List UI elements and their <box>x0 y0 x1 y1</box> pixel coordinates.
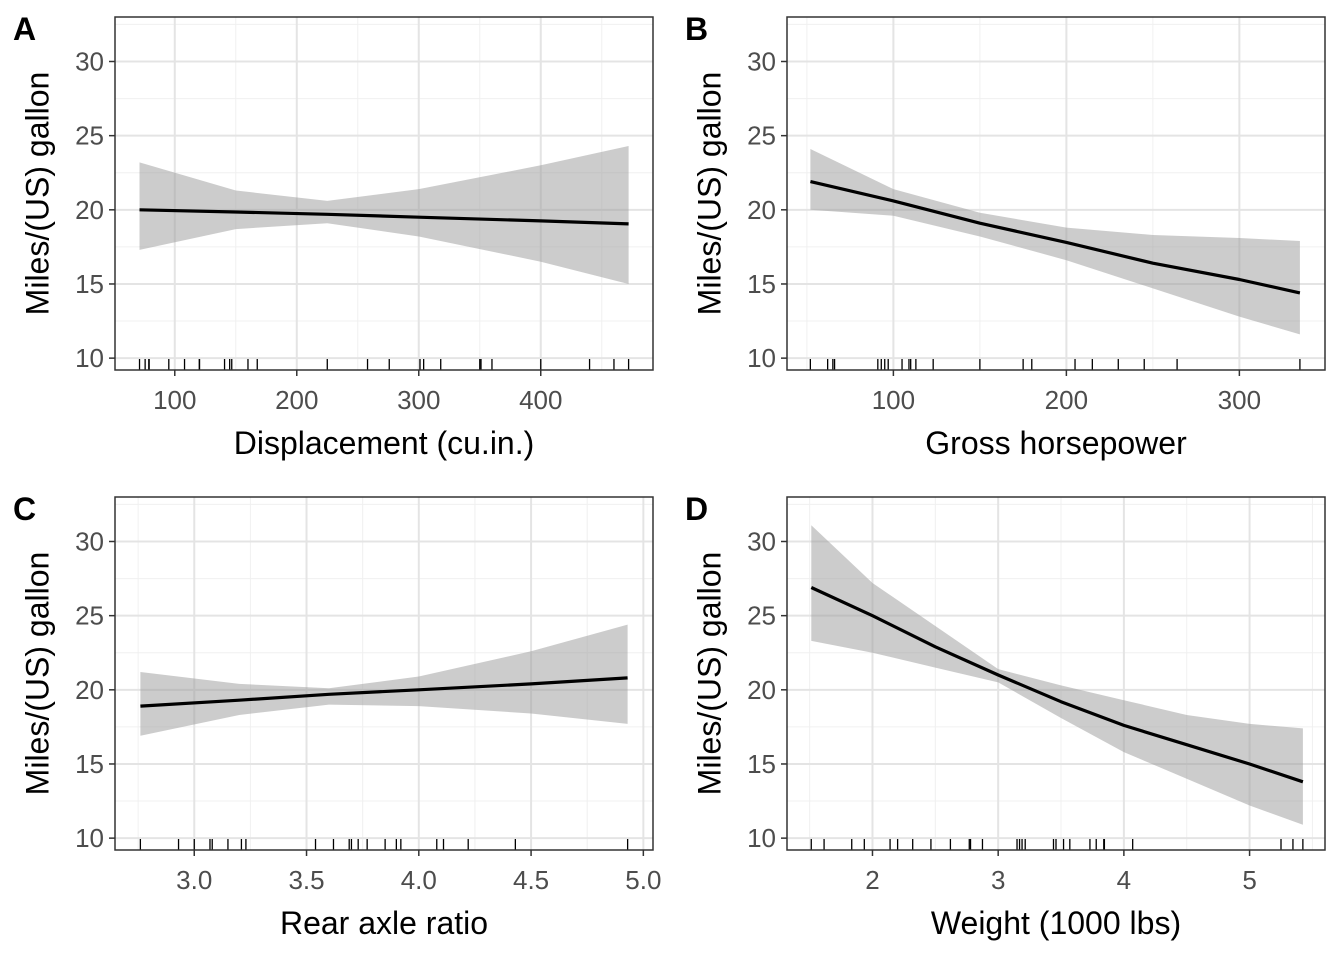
x-tick-label: 5.0 <box>625 865 661 895</box>
panel-c: 3.0 3.5 4.0 4.5 5.0 10 15 20 25 30 Rear axle ratio… <box>13 491 661 941</box>
confidence-band <box>811 525 1303 825</box>
y-tick-label: 25 <box>747 121 776 151</box>
y-tick-label: 10 <box>747 343 776 373</box>
panel-label: D <box>685 491 708 527</box>
x-tick-label: 200 <box>1045 385 1088 415</box>
y-tick-label: 20 <box>747 195 776 225</box>
x-axis-title: Weight (1000 lbs) <box>931 905 1181 941</box>
x-tick-label: 300 <box>397 385 440 415</box>
y-tick-label: 15 <box>75 269 104 299</box>
panel-label: A <box>13 11 36 47</box>
panel-border <box>114 16 654 371</box>
y-tick-label: 10 <box>75 343 104 373</box>
y-tick-label: 20 <box>75 675 104 705</box>
y-tick-label: 30 <box>75 526 104 556</box>
fit-line <box>810 586 1304 784</box>
y-axis-title: Miles/(US) gallon <box>19 552 55 796</box>
y-tick-label: 10 <box>747 823 776 853</box>
y-tick-label: 20 <box>75 195 104 225</box>
panel-b: 100 200 300 10 15 20 25 30 Gross horsepower Miles… <box>685 11 1326 461</box>
confidence-band <box>810 149 1300 335</box>
panel-border <box>114 496 654 851</box>
y-tick-label: 30 <box>747 526 776 556</box>
x-tick-label: 3.5 <box>288 865 324 895</box>
panel-border <box>786 16 1326 371</box>
panel-a: 100 200 300 400 10 15 20 25 30 Displacement (cu.i… <box>13 11 654 461</box>
x-axis-title: Gross horsepower <box>925 425 1187 461</box>
y-tick-label: 20 <box>747 675 776 705</box>
confidence-band <box>140 624 628 736</box>
fit-line <box>810 180 1301 295</box>
y-tick-label: 30 <box>75 46 104 76</box>
y-tick-label: 25 <box>75 601 104 631</box>
x-tick-label: 200 <box>275 385 318 415</box>
y-axis-title: Miles/(US) gallon <box>691 552 727 796</box>
x-tick-label: 4 <box>1117 865 1131 895</box>
x-axis-title: Displacement (cu.in.) <box>234 425 535 461</box>
y-axis-title: Miles/(US) gallon <box>691 72 727 316</box>
x-tick-label: 300 <box>1218 385 1261 415</box>
y-tick-label: 15 <box>75 749 104 779</box>
y-tick-label: 25 <box>747 601 776 631</box>
x-tick-label: 3 <box>991 865 1005 895</box>
y-tick-label: 15 <box>747 269 776 299</box>
x-tick-label: 5 <box>1242 865 1256 895</box>
fit-line <box>139 208 629 226</box>
y-tick-label: 10 <box>75 823 104 853</box>
x-axis-title: Rear axle ratio <box>280 905 488 941</box>
panel-border <box>786 496 1326 851</box>
x-tick-label: 400 <box>519 385 562 415</box>
x-tick-label: 4.0 <box>401 865 437 895</box>
x-tick-label: 2 <box>865 865 879 895</box>
x-tick-label: 100 <box>872 385 915 415</box>
panel-label: C <box>13 491 36 527</box>
y-tick-label: 30 <box>747 46 776 76</box>
x-tick-label: 3.0 <box>176 865 212 895</box>
y-tick-label: 25 <box>75 121 104 151</box>
fit-line <box>140 676 628 708</box>
y-axis-title: Miles/(US) gallon <box>19 72 55 316</box>
panel-label: B <box>685 11 708 47</box>
x-tick-label: 4.5 <box>513 865 549 895</box>
y-tick-label: 15 <box>747 749 776 779</box>
panel-d: 2 3 4 5 10 15 20 25 30 Weight (1000 lbs) Miles/(US… <box>685 491 1326 941</box>
x-tick-label: 100 <box>153 385 196 415</box>
